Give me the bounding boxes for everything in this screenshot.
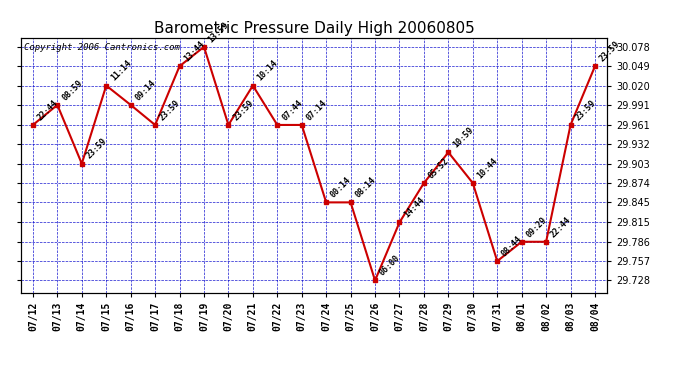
Text: 23:59: 23:59 <box>158 98 182 122</box>
Text: 23:59: 23:59 <box>598 39 622 63</box>
Text: 09:29: 09:29 <box>524 215 549 239</box>
Text: 09:14: 09:14 <box>133 78 157 102</box>
Text: 08:44: 08:44 <box>500 234 524 258</box>
Text: 06:00: 06:00 <box>378 254 402 278</box>
Text: 08:14: 08:14 <box>353 176 377 200</box>
Text: 07:44: 07:44 <box>280 98 304 122</box>
Text: 08:59: 08:59 <box>60 78 84 102</box>
Text: 22:44: 22:44 <box>36 98 60 122</box>
Text: Copyright 2006 Cantronics.com: Copyright 2006 Cantronics.com <box>23 43 179 52</box>
Text: 10:14: 10:14 <box>255 59 279 83</box>
Text: 14:44: 14:44 <box>402 196 426 220</box>
Text: 13:59: 13:59 <box>207 20 230 44</box>
Title: Barometric Pressure Daily High 20060805: Barometric Pressure Daily High 20060805 <box>154 21 474 36</box>
Text: 10:44: 10:44 <box>475 156 500 180</box>
Text: 10:59: 10:59 <box>451 126 475 150</box>
Text: 11:14: 11:14 <box>109 59 133 83</box>
Text: 23:59: 23:59 <box>85 137 108 161</box>
Text: 07:14: 07:14 <box>304 98 328 122</box>
Text: 05:52: 05:52 <box>426 156 451 180</box>
Text: 23:59: 23:59 <box>573 98 598 122</box>
Text: 23:59: 23:59 <box>231 98 255 122</box>
Text: 00:14: 00:14 <box>329 176 353 200</box>
Text: 13:44: 13:44 <box>182 39 206 63</box>
Text: 22:44: 22:44 <box>549 215 573 239</box>
